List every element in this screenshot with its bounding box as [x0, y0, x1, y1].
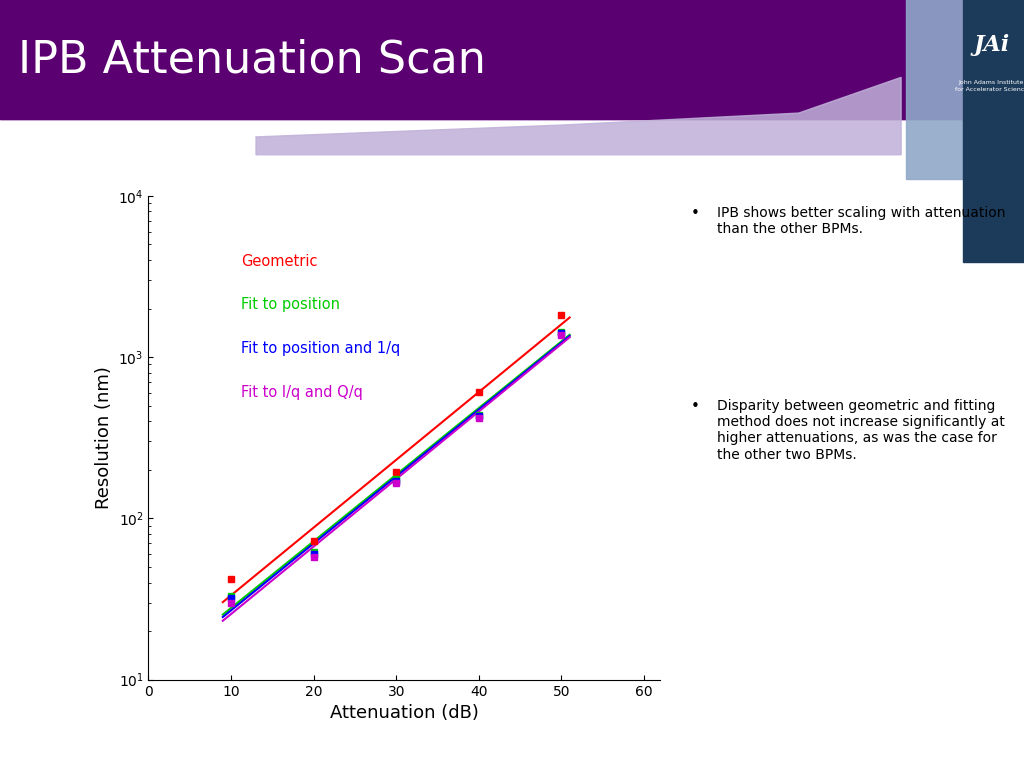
Text: Fit to position: Fit to position	[241, 297, 340, 313]
Text: Disparity between geometric and fitting method does not increase significantly a: Disparity between geometric and fitting …	[717, 399, 1005, 462]
Text: John Adams Institute
for Accelerator Science: John Adams Institute for Accelerator Sci…	[954, 80, 1024, 91]
X-axis label: Attenuation (dB): Attenuation (dB)	[330, 704, 479, 722]
Text: Fit to position and 1/q: Fit to position and 1/q	[241, 341, 400, 356]
Bar	[963, 0, 1024, 262]
Text: IPB shows better scaling with attenuation than the other BPMs.: IPB shows better scaling with attenuatio…	[717, 206, 1006, 236]
Text: •: •	[691, 399, 700, 414]
Text: •: •	[691, 206, 700, 220]
Bar	[906, 0, 963, 178]
Text: IPB Attenuation Scan: IPB Attenuation Scan	[18, 38, 486, 81]
Y-axis label: Resolution (nm): Resolution (nm)	[94, 366, 113, 509]
Text: Fit to I/q and Q/q: Fit to I/q and Q/q	[241, 385, 362, 399]
Text: JAi: JAi	[973, 35, 1010, 56]
Polygon shape	[256, 78, 901, 155]
Text: Geometric: Geometric	[241, 254, 317, 269]
